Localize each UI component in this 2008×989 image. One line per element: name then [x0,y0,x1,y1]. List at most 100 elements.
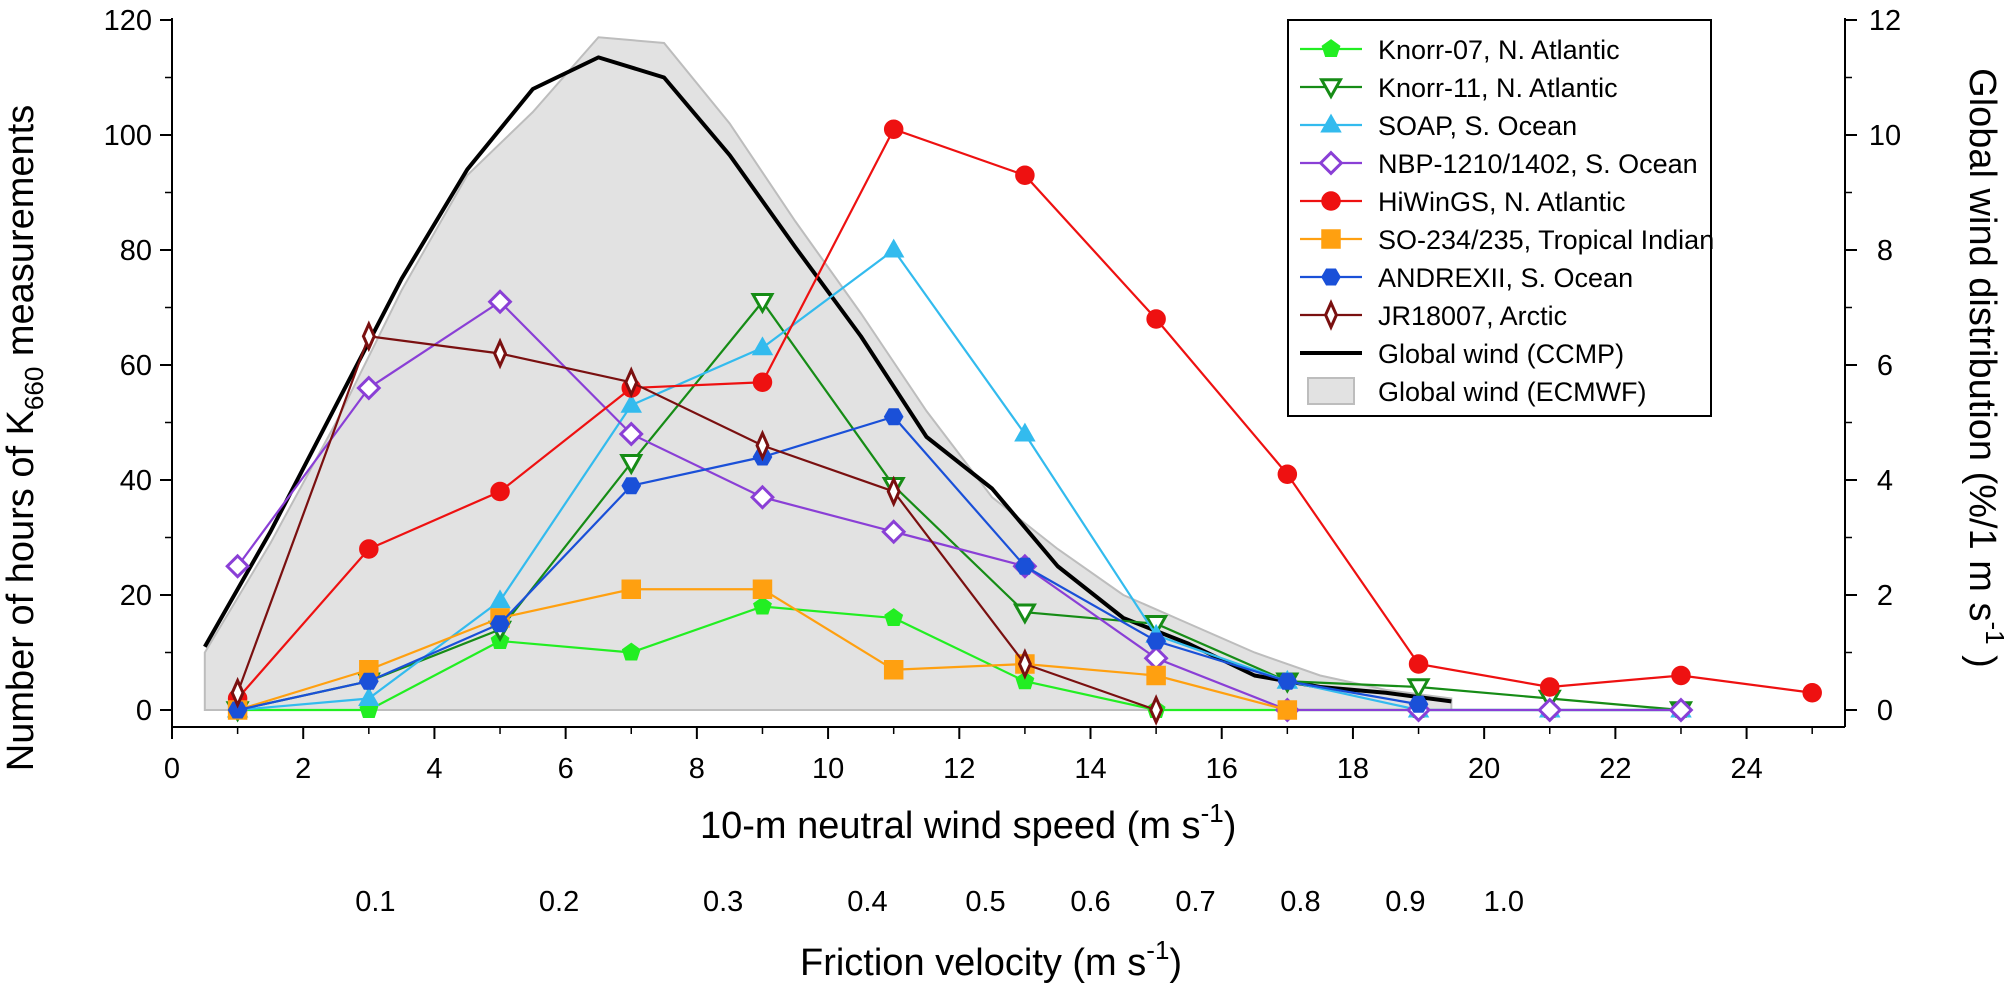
x-tick-label: 14 [1074,753,1106,785]
data-point [752,372,773,392]
x-tick-label: 16 [1206,753,1238,785]
data-point [750,293,775,315]
legend-item: SO-234/235, Tropical Indian [1300,225,1714,255]
legend-label: Knorr-07, N. Atlantic [1378,35,1620,65]
friction-tick-label: 0.5 [965,886,1005,918]
data-point [619,454,644,476]
friction-tick-label: 0.1 [355,886,395,918]
y-left-tick-label: 0 [136,695,152,727]
data-point [358,687,380,706]
y-left-tick-label: 80 [120,235,152,267]
y-left-tick-label: 40 [120,465,152,497]
x-tick-label: 0 [164,753,180,785]
legend-label: NBP-1210/1402, S. Ocean [1378,149,1698,179]
series-6 [227,408,1429,719]
data-point [755,429,770,462]
legend-marker [1321,39,1341,58]
y-right-tick-label: 2 [1877,580,1893,612]
friction-tick-label: 0.4 [847,886,887,918]
y-left-tick-label: 120 [104,5,152,37]
friction-tick-label: 0.7 [1175,886,1215,918]
y-axis-right-title: Global wind distribution (%/1 m s-1 ) [1961,68,2008,668]
data-point [621,579,642,599]
legend-marker [1321,191,1341,211]
y-left-tick-label: 60 [120,350,152,382]
y-right-tick-label: 10 [1869,120,1901,152]
data-point [225,553,251,579]
friction-tick-label: 1.0 [1484,886,1524,918]
data-point [749,484,775,510]
x-tick-label: 4 [426,753,442,785]
data-point [883,660,904,680]
data-point [1668,697,1694,723]
legend-marker [1320,113,1342,133]
data-point [753,596,772,615]
series-line [236,300,1681,712]
legend-label: JR18007, Arctic [1378,301,1567,331]
series-line [237,415,1419,712]
legend-item: NBP-1210/1402, S. Ocean [1300,149,1698,179]
data-point [752,579,773,599]
data-point [1277,672,1298,690]
data-point [489,589,511,609]
data-point [230,676,245,709]
y-right-tick-label: 4 [1877,465,1893,497]
legend-label: Global wind (ECMWF) [1378,377,1647,407]
data-point [1802,683,1822,703]
friction-tick-label: 0.3 [703,886,743,918]
data-point [618,421,644,447]
legend-marker [1318,78,1344,100]
x-tick-label: 24 [1730,753,1762,785]
legend: Knorr-07, N. Atlantic Knorr-11, N. Atlant… [1287,19,1714,417]
legend-label: HiWinGS, N. Atlantic [1378,187,1626,217]
legend-marker [1323,299,1339,331]
data-point [620,393,642,413]
data-point [361,320,376,353]
data-point [1015,671,1035,690]
data-point [1146,665,1166,686]
friction-tick-label: 0.8 [1280,886,1320,918]
y-right-tick-label: 6 [1877,350,1893,382]
data-point [1671,665,1691,686]
x-tick-label: 20 [1468,753,1500,785]
legend-label: ANDREXII, S. Ocean [1378,263,1633,293]
legend-item: Knorr-11, N. Atlantic [1300,73,1618,103]
axes: 0 2 4 6 8 10 12 14 16 18 20 22 240204060801001200246… [104,5,1902,785]
data-point [358,672,379,690]
data-point [1015,557,1035,575]
data-point [1149,694,1164,726]
x-tick-label: 22 [1599,753,1631,785]
legend-swatch [1307,377,1355,405]
x-axis-title: 10-m neutral wind speed (m s-1) [700,798,1236,847]
series-3 [225,289,1694,723]
data-point [1277,464,1298,484]
data-point [621,477,642,495]
data-point [1406,678,1431,700]
data-point [227,701,248,719]
data-point [621,642,641,661]
legend-marker [1318,150,1344,176]
data-point [1017,648,1032,680]
data-point [359,539,379,559]
x-tick-label: 6 [558,753,574,785]
data-point [1408,654,1429,674]
series-line [236,335,1157,712]
y-right-tick-label: 12 [1869,5,1901,37]
data-point [882,238,905,258]
data-point [1537,697,1563,723]
legend-item: JR18007, Arctic [1300,299,1567,331]
data-point [1146,632,1166,650]
friction-tick-label: 0.9 [1385,886,1425,918]
x-tick-label: 18 [1337,753,1369,785]
legend-item: SOAP, S. Ocean [1300,111,1577,141]
data-point [487,289,513,315]
data-point [1277,700,1298,720]
y-left-tick-label: 100 [104,120,152,152]
legend-item: ANDREXII, S. Ocean [1300,263,1633,293]
y-left-tick-label: 20 [120,580,152,612]
data-point [356,375,382,401]
legend-item: Global wind (ECMWF) [1307,377,1647,407]
plot-area [203,36,1822,726]
data-point [883,408,904,426]
y-right-tick-label: 0 [1877,695,1893,727]
